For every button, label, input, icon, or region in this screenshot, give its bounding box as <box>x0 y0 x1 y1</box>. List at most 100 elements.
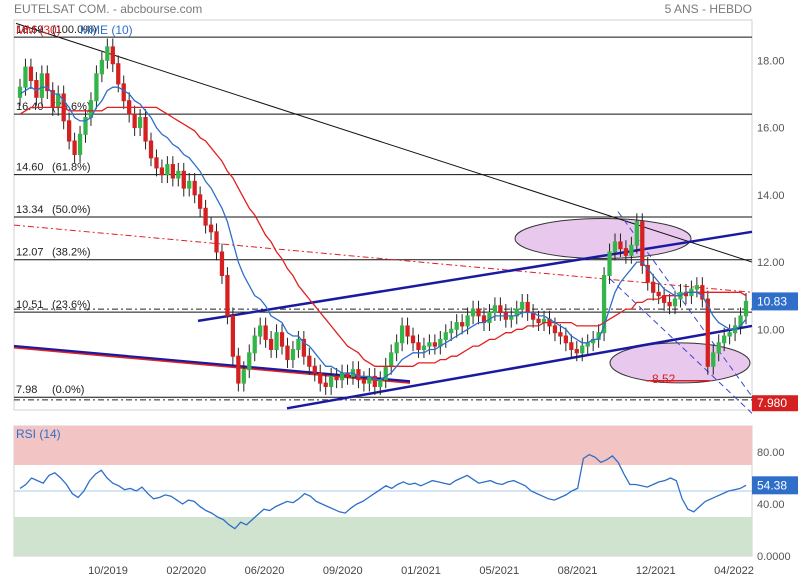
fib-level-value: 7.98 <box>16 384 37 396</box>
candle-down <box>45 73 50 92</box>
candle-up <box>290 348 296 361</box>
rsi-value-label: 54.38 <box>757 478 787 492</box>
candle-down <box>28 66 34 82</box>
candle-up <box>487 312 492 324</box>
candle-up <box>399 325 405 344</box>
x-tick-label: 01/2021 <box>401 565 441 577</box>
rsi-value-badge <box>752 476 798 495</box>
candle-up <box>137 117 143 129</box>
candle-down <box>159 167 165 176</box>
low-price-label: 7.980 <box>757 396 787 410</box>
candle-down <box>148 140 154 159</box>
candle-up <box>492 305 498 313</box>
candle-up <box>427 342 432 347</box>
x-tick-label: 12/2021 <box>636 565 676 577</box>
x-tick-label: 04/2022 <box>714 565 754 577</box>
candle-down <box>498 305 503 313</box>
x-tick-label: 05/2021 <box>479 565 519 577</box>
fib-level-value: 12.07 <box>16 247 44 259</box>
candle-down <box>263 325 268 340</box>
candle-down <box>154 157 159 169</box>
falling-channel-upper <box>617 211 753 397</box>
candle-down <box>318 372 323 384</box>
x-tick-label: 08/2021 <box>558 565 598 577</box>
candle-up <box>187 180 192 189</box>
fib-level-value: 18.69 <box>16 24 44 36</box>
candle-down <box>372 375 377 387</box>
top-ellipse-annotation <box>514 218 692 260</box>
fib-level-pct: (38.2%) <box>52 247 91 259</box>
candle-up <box>83 117 88 135</box>
price-y-tick: 12.00 <box>757 257 785 269</box>
x-tick-label: 10/2019 <box>88 565 128 577</box>
candle-up <box>711 352 716 367</box>
candle-down <box>170 164 175 179</box>
candle-down <box>552 325 558 334</box>
candle-down <box>143 117 148 142</box>
low-price-badge <box>752 395 798 412</box>
candle-up <box>601 275 607 334</box>
support-line-red <box>13 347 411 384</box>
x-tick-label: 02/2020 <box>166 565 206 577</box>
legend-ma: MM (30) <box>16 23 61 37</box>
candle-down <box>110 46 115 65</box>
candle-up <box>629 244 634 256</box>
fib-level-value: 10.51 <box>16 299 44 311</box>
candle-up <box>580 345 585 354</box>
long-downtrend-line <box>15 22 753 263</box>
candle-down <box>558 332 563 337</box>
candle-up <box>612 241 618 253</box>
x-tick-label: 06/2020 <box>245 565 285 577</box>
candle-up <box>77 133 83 155</box>
price-y-tick: 14.00 <box>757 190 785 202</box>
candle-down <box>121 83 126 102</box>
candle-down <box>667 301 672 307</box>
candle-down <box>72 140 77 155</box>
candle-down <box>307 355 312 367</box>
candle-down <box>656 291 661 297</box>
candle-up <box>672 298 678 307</box>
candle-down <box>236 355 241 384</box>
rsi-y-tick: 0.0000 <box>757 551 791 563</box>
candle-up <box>39 73 44 98</box>
candle-down <box>356 369 361 381</box>
candle-up <box>247 352 252 371</box>
fib-level-value: 14.60 <box>16 162 44 174</box>
legend-rsi: RSI (14) <box>16 427 61 441</box>
candle-up <box>520 301 525 310</box>
candle-down <box>361 379 367 384</box>
candle-down <box>225 275 230 317</box>
price-plot-frame <box>13 19 753 411</box>
candle-down <box>208 224 214 233</box>
rsi-y-tick: 80.00 <box>757 447 785 459</box>
candle-up <box>105 46 110 61</box>
candle-up <box>329 375 334 387</box>
candle-down <box>132 113 137 129</box>
candle-down <box>651 281 656 293</box>
candle-down <box>405 325 410 337</box>
candle-up <box>241 369 246 384</box>
candle-down <box>640 221 645 266</box>
candle-down <box>563 335 569 344</box>
candle-up <box>252 335 257 354</box>
candle-down <box>645 264 650 283</box>
candle-down <box>323 382 328 387</box>
candle-up <box>607 251 612 277</box>
candle-down <box>268 338 274 350</box>
candle-up <box>470 308 476 317</box>
last-price-label: 10.83 <box>757 294 787 308</box>
price-y-tick: 18.00 <box>757 55 785 67</box>
candle-down <box>705 298 710 367</box>
fib-level-pct: (61.8%) <box>52 162 91 174</box>
candle-down <box>214 231 219 253</box>
rsi-y-tick: 40.00 <box>757 499 785 511</box>
candle-up <box>694 285 700 290</box>
lower-channel-line <box>286 324 753 410</box>
ema10-line <box>19 86 747 381</box>
candle-down <box>574 348 579 354</box>
candle-up <box>165 164 170 176</box>
price-y-tick: 16.00 <box>757 123 785 135</box>
candle-up <box>99 59 105 75</box>
candle-down <box>460 322 465 327</box>
